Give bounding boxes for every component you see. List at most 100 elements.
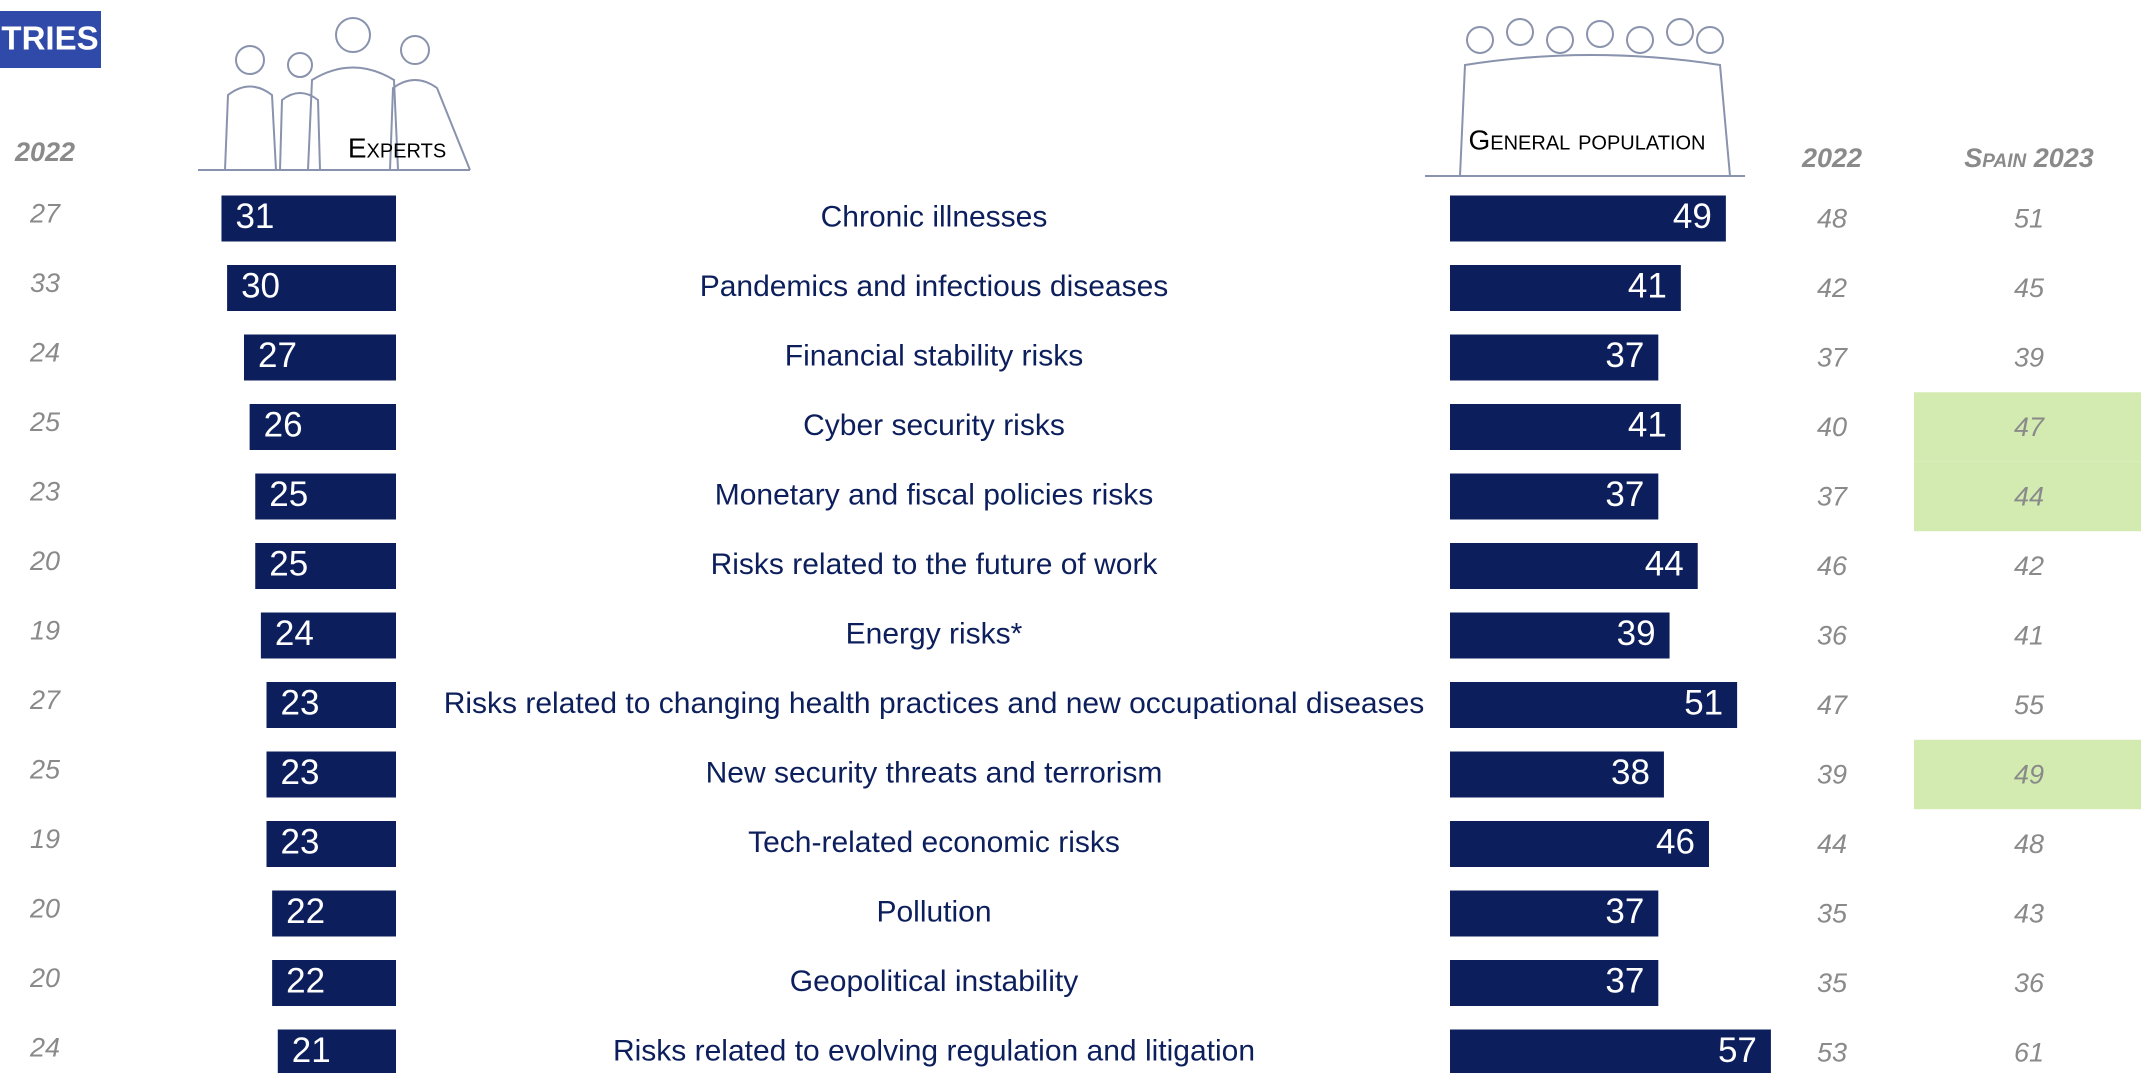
column-value: 45	[2014, 273, 2045, 303]
column-value: 42	[1817, 273, 1847, 303]
value-label: 25	[269, 475, 308, 514]
tag-box	[0, 11, 101, 68]
bar	[1450, 612, 1670, 659]
bar	[1450, 751, 1664, 798]
column-value: 20	[29, 963, 60, 993]
value-label: 51	[1684, 683, 1723, 722]
column-value: 43	[2014, 899, 2044, 929]
value-label: 37	[1605, 892, 1644, 931]
category-label: Chronic illnesses	[821, 200, 1048, 233]
column-value: 19	[30, 824, 60, 854]
column-value: 47	[1817, 690, 1848, 720]
bar	[277, 1029, 396, 1073]
bar	[260, 612, 396, 659]
value-label: 41	[1628, 266, 1667, 305]
value-label: 24	[275, 614, 314, 653]
column-header: 2022	[1801, 143, 1862, 173]
value-label: 46	[1656, 822, 1695, 861]
column-value: 44	[1817, 829, 1847, 859]
value-label: 41	[1628, 405, 1667, 444]
column-value: 44	[2014, 482, 2044, 512]
category-label: Risks related to changing health practic…	[444, 687, 1425, 720]
column-value: 48	[1817, 204, 1847, 234]
column-value: 40	[1817, 412, 1847, 442]
column-value: 55	[2014, 690, 2045, 720]
value-label: 44	[1645, 544, 1684, 583]
experts-icon	[198, 17, 471, 171]
column-value: 27	[29, 199, 61, 229]
column-value: 27	[29, 685, 61, 715]
value-label: 23	[281, 683, 320, 722]
column-value: 51	[2014, 204, 2044, 234]
column-value: 35	[1817, 899, 1848, 929]
category-label: Monetary and fiscal policies risks	[715, 478, 1154, 511]
column-value: 36	[2014, 968, 2045, 998]
value-label: 30	[241, 266, 280, 305]
bar	[1450, 960, 1659, 1006]
bar	[1450, 404, 1681, 450]
column-value: 23	[29, 477, 60, 507]
bar	[1450, 265, 1681, 311]
column-header: 2022	[14, 137, 75, 167]
category-label: Risks related to evolving regulation and…	[613, 1034, 1255, 1067]
column-header: Spain 2023	[1964, 143, 2094, 173]
column-value: 46	[1817, 551, 1848, 581]
value-label: 26	[264, 405, 303, 444]
category-label: Geopolitical instability	[790, 965, 1078, 998]
bar	[272, 890, 396, 937]
column-value: 19	[30, 616, 60, 646]
category-label: Tech-related economic risks	[748, 826, 1120, 859]
value-label: 27	[258, 336, 297, 375]
column-value: 39	[1817, 760, 1847, 790]
bar	[1450, 682, 1738, 728]
column-value: 33	[30, 268, 60, 298]
category-label: New security threats and terrorism	[706, 756, 1163, 789]
bar	[1450, 890, 1659, 937]
value-label: 31	[235, 197, 274, 236]
column-value: 24	[29, 1033, 60, 1063]
bar	[266, 682, 396, 728]
bar	[1450, 543, 1698, 589]
column-value: 36	[1817, 621, 1848, 651]
value-label: 57	[1718, 1031, 1757, 1070]
bar	[243, 334, 396, 381]
bar	[1450, 334, 1659, 381]
column-value: 20	[29, 546, 60, 576]
value-label: 25	[269, 544, 308, 583]
value-label: 22	[286, 961, 325, 1000]
column-value: 39	[2014, 343, 2044, 373]
bar	[249, 404, 396, 450]
value-label: 38	[1611, 753, 1650, 792]
column-value: 53	[1817, 1038, 1847, 1068]
bar	[221, 195, 396, 242]
value-label: 37	[1605, 475, 1644, 514]
category-label: Financial stability risks	[785, 339, 1083, 372]
value-label: 22	[286, 892, 325, 931]
tag: TRIES	[1, 20, 98, 57]
bar	[255, 543, 396, 589]
value-label: 39	[1617, 614, 1656, 653]
category-label: Cyber security risks	[803, 409, 1065, 442]
column-value: 25	[29, 407, 61, 437]
column-value: 42	[2014, 551, 2044, 581]
category-label: Energy risks*	[846, 617, 1023, 650]
bar	[255, 473, 396, 520]
column-value: 48	[2014, 829, 2044, 859]
value-label: 23	[281, 822, 320, 861]
population-icon	[1425, 18, 1745, 177]
category-label: Risks related to the future of work	[711, 548, 1159, 581]
highlight-cell	[1914, 392, 2141, 462]
bar	[272, 960, 396, 1006]
category-label: Pollution	[876, 895, 991, 928]
legend-label: Experts	[348, 132, 446, 163]
category-label: Pandemics and infectious diseases	[700, 270, 1169, 303]
bar	[1450, 473, 1659, 520]
column-value: 20	[29, 894, 60, 924]
column-value: 24	[29, 338, 60, 368]
column-value: 37	[1817, 343, 1848, 373]
value-label: 49	[1673, 197, 1712, 236]
column-value: 37	[1817, 482, 1848, 512]
highlight-cell	[1914, 739, 2141, 810]
legend-label: General population	[1468, 124, 1705, 155]
